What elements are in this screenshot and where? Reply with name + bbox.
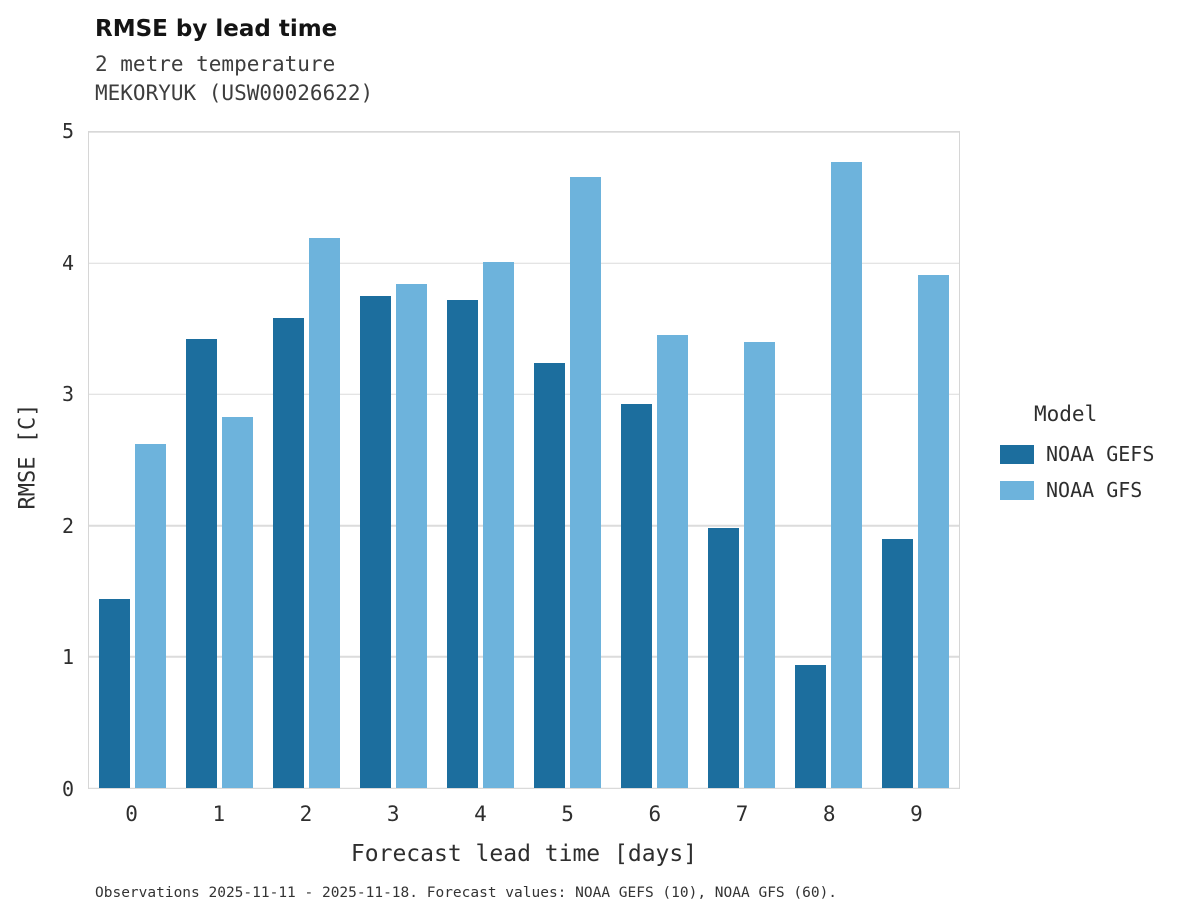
bar-noaa-gefs-day-5[interactable] bbox=[534, 362, 565, 788]
bar-group-day-4 bbox=[447, 132, 514, 788]
legend-label: NOAA GEFS bbox=[1046, 442, 1155, 466]
x-tick-label: 4 bbox=[474, 802, 487, 826]
legend-items: NOAA GEFS NOAA GFS bbox=[1000, 442, 1154, 502]
legend-item-noaa-gfs: NOAA GFS bbox=[1000, 478, 1154, 502]
bar-group-day-3 bbox=[360, 132, 427, 788]
bar-noaa-gefs-day-2[interactable] bbox=[273, 318, 304, 788]
x-tick-label: 3 bbox=[386, 802, 400, 826]
bar-group-day-8 bbox=[795, 132, 862, 788]
x-axis-ticks: 0 1 2 3 4 5 6 7 8 9 bbox=[88, 802, 960, 826]
bar-slot-day-4 bbox=[437, 132, 524, 788]
gridline bbox=[89, 656, 959, 658]
bar-noaa-gefs-day-4[interactable] bbox=[447, 299, 478, 788]
gridline bbox=[89, 787, 959, 789]
bar-slot-day-6 bbox=[611, 132, 698, 788]
bar-slot-day-7 bbox=[698, 132, 785, 788]
bar-noaa-gefs-day-9[interactable] bbox=[882, 538, 913, 788]
x-tick-label: 0 bbox=[125, 802, 138, 826]
x-tick-label: 6 bbox=[648, 802, 662, 826]
bar-group-day-2 bbox=[273, 132, 340, 788]
x-tick-label: 1 bbox=[212, 802, 226, 826]
legend-label: NOAA GFS bbox=[1046, 478, 1143, 502]
gridline bbox=[89, 262, 959, 264]
bar-group-day-5 bbox=[534, 132, 601, 788]
bar-noaa-gfs-day-6[interactable] bbox=[657, 335, 688, 788]
bar-group-day-7 bbox=[708, 132, 775, 788]
y-tick-label: 1 bbox=[61, 645, 74, 670]
footnote-caption: Observations 2025-11-11 - 2025-11-18. Fo… bbox=[95, 885, 838, 901]
x-tick-label: 8 bbox=[822, 802, 836, 826]
bar-slot-day-9 bbox=[872, 132, 959, 788]
bar-noaa-gfs-day-0[interactable] bbox=[135, 444, 166, 788]
x-axis-label: Forecast lead time [days] bbox=[350, 841, 698, 867]
legend-item-noaa-gefs: NOAA GEFS bbox=[1000, 442, 1154, 466]
legend-title: Model bbox=[1034, 402, 1098, 426]
y-tick-label: 4 bbox=[61, 250, 74, 275]
bar-group-day-9 bbox=[882, 132, 949, 788]
y-tick-label: 3 bbox=[61, 382, 74, 407]
x-tick-label: 9 bbox=[910, 802, 923, 826]
y-tick-label: 0 bbox=[61, 777, 74, 801]
gridline bbox=[89, 131, 959, 133]
chart-subtitle-variable: 2 metre temperature bbox=[95, 52, 336, 76]
y-tick-label: 2 bbox=[61, 513, 74, 538]
bar-noaa-gfs-day-7[interactable] bbox=[744, 341, 775, 788]
bar-noaa-gefs-day-1[interactable] bbox=[186, 339, 217, 788]
x-tick-label: 5 bbox=[561, 802, 574, 826]
gridline bbox=[89, 393, 959, 396]
bar-slot-day-5 bbox=[524, 132, 611, 788]
y-axis-ticks: 0 1 2 3 4 5 bbox=[0, 119, 74, 801]
bar-slot-day-8 bbox=[785, 132, 872, 788]
bar-noaa-gfs-day-8[interactable] bbox=[831, 162, 862, 788]
x-tick-label: 2 bbox=[299, 802, 313, 826]
bar-groups bbox=[89, 132, 959, 788]
bar-noaa-gfs-day-9[interactable] bbox=[918, 275, 949, 788]
bar-noaa-gfs-day-5[interactable] bbox=[570, 176, 601, 788]
chart-title: RMSE by lead time bbox=[95, 16, 338, 42]
legend-swatch bbox=[1000, 444, 1034, 464]
bar-noaa-gefs-day-0[interactable] bbox=[99, 599, 130, 788]
bar-group-day-1 bbox=[186, 132, 253, 788]
bar-slot-day-2 bbox=[263, 132, 350, 788]
bar-noaa-gfs-day-3[interactable] bbox=[396, 284, 427, 788]
bar-slot-day-1 bbox=[176, 132, 263, 788]
bar-noaa-gefs-day-7[interactable] bbox=[708, 528, 739, 788]
bar-noaa-gfs-day-1[interactable] bbox=[222, 416, 253, 788]
y-tick-label: 5 bbox=[61, 119, 74, 143]
bar-noaa-gefs-day-6[interactable] bbox=[621, 403, 652, 788]
bar-noaa-gefs-day-3[interactable] bbox=[360, 296, 391, 788]
plot-area bbox=[88, 131, 960, 789]
bar-noaa-gfs-day-4[interactable] bbox=[483, 261, 514, 788]
bar-slot-day-0 bbox=[89, 132, 176, 788]
gridline bbox=[89, 524, 959, 527]
bar-noaa-gfs-day-2[interactable] bbox=[309, 238, 340, 788]
bar-group-day-6 bbox=[621, 132, 688, 788]
chart-subtitle-station: MEKORYUK (USW00026622) bbox=[95, 81, 374, 105]
legend-swatch bbox=[1000, 480, 1034, 500]
legend: Model NOAA GEFS NOAA GFS bbox=[1000, 402, 1154, 514]
bar-noaa-gefs-day-8[interactable] bbox=[795, 664, 826, 788]
bar-slot-day-3 bbox=[350, 132, 437, 788]
x-tick-label: 7 bbox=[735, 802, 749, 826]
bar-group-day-0 bbox=[99, 132, 166, 788]
